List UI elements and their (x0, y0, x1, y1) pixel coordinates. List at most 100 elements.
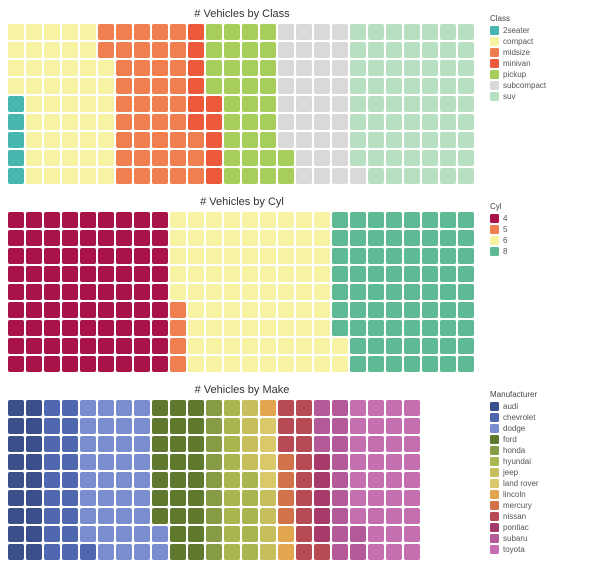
waffle-cell (458, 24, 474, 40)
waffle-cell (80, 302, 96, 318)
waffle-cell (170, 544, 186, 560)
waffle-cell (404, 150, 420, 166)
waffle-cell (422, 526, 438, 542)
waffle-cell (242, 472, 258, 488)
waffle-cell (152, 320, 168, 336)
waffle-cell (260, 544, 276, 560)
waffle-cell (332, 24, 348, 40)
waffle-cell (278, 338, 294, 354)
waffle-cell (80, 436, 96, 452)
waffle-cell (170, 338, 186, 354)
legend-label: 5 (503, 226, 507, 234)
waffle-cell (116, 338, 132, 354)
waffle-cell (98, 472, 114, 488)
waffle-cell (422, 168, 438, 184)
waffle-cell (422, 60, 438, 76)
waffle-cell (116, 60, 132, 76)
waffle-cell (332, 230, 348, 246)
waffle-cell (440, 338, 456, 354)
waffle-cell (368, 60, 384, 76)
waffle-cell (278, 114, 294, 130)
waffle-cell (296, 168, 312, 184)
legend-item: 4 (490, 214, 507, 223)
waffle-cell (440, 266, 456, 282)
waffle-cell (26, 544, 42, 560)
waffle-cell (404, 78, 420, 94)
legend-label: toyota (503, 546, 525, 554)
waffle-cell (386, 24, 402, 40)
waffle-cell (206, 248, 222, 264)
waffle-cell (116, 266, 132, 282)
waffle-cell (26, 60, 42, 76)
waffle-cell (224, 490, 240, 506)
waffle-cell (368, 168, 384, 184)
waffle-cell (278, 78, 294, 94)
legend-label: ford (503, 436, 517, 444)
waffle-cell (152, 544, 168, 560)
waffle-cell (80, 132, 96, 148)
waffle-cell (170, 302, 186, 318)
waffle-cell (116, 150, 132, 166)
legend-label: subcompact (503, 82, 546, 90)
waffle-cell (224, 320, 240, 336)
waffle-cell (152, 150, 168, 166)
chart-title-make: # Vehicles by Make (8, 384, 476, 396)
legend-label: subaru (503, 535, 527, 543)
waffle-cell (80, 24, 96, 40)
waffle-cell (152, 96, 168, 112)
chart-area-class: # Vehicles by Class (8, 8, 476, 184)
waffle-cell (224, 230, 240, 246)
waffle-cell (62, 454, 78, 470)
waffle-cell (404, 212, 420, 228)
waffle-cell (152, 24, 168, 40)
waffle-cell (386, 526, 402, 542)
waffle-cell (350, 508, 366, 524)
waffle-cell (116, 114, 132, 130)
waffle-cell (458, 114, 474, 130)
waffle-cell (206, 356, 222, 372)
waffle-cell (62, 526, 78, 542)
waffle-cell (260, 490, 276, 506)
waffle-cell (206, 42, 222, 58)
waffle-cell (404, 266, 420, 282)
waffle-cell (8, 150, 24, 166)
chart-area-make: # Vehicles by Make (8, 384, 476, 560)
waffle-cell (332, 436, 348, 452)
waffle-cell (80, 400, 96, 416)
legend-swatch (490, 523, 499, 532)
waffle-cell (386, 212, 402, 228)
legend-swatch (490, 424, 499, 433)
waffle-cell (26, 212, 42, 228)
waffle-cell (440, 472, 456, 488)
waffle-cell (296, 454, 312, 470)
waffle-cell (98, 266, 114, 282)
waffle-cell (386, 490, 402, 506)
waffle-cell (8, 168, 24, 184)
waffle-cell (26, 78, 42, 94)
waffle-cell (404, 42, 420, 58)
waffle-cell (440, 320, 456, 336)
waffle-cell (314, 302, 330, 318)
waffle-cell (80, 544, 96, 560)
waffle-cell (134, 454, 150, 470)
waffle-cell (116, 472, 132, 488)
waffle-cell (314, 356, 330, 372)
waffle-cell (98, 526, 114, 542)
legend-label: dodge (503, 425, 525, 433)
waffle-cell (152, 302, 168, 318)
waffle-cell (26, 24, 42, 40)
waffle-cell (170, 454, 186, 470)
waffle-cell (458, 526, 474, 542)
waffle-cell (62, 436, 78, 452)
legend-item: midsize (490, 48, 546, 57)
waffle-cell (134, 436, 150, 452)
waffle-cell (422, 150, 438, 166)
waffle-cell (332, 472, 348, 488)
waffle-cell (242, 302, 258, 318)
waffle-cell (170, 96, 186, 112)
waffle-cell (260, 436, 276, 452)
waffle-cell (26, 168, 42, 184)
waffle-cell (134, 508, 150, 524)
legend-item: pickup (490, 70, 546, 79)
waffle-cell (296, 284, 312, 300)
